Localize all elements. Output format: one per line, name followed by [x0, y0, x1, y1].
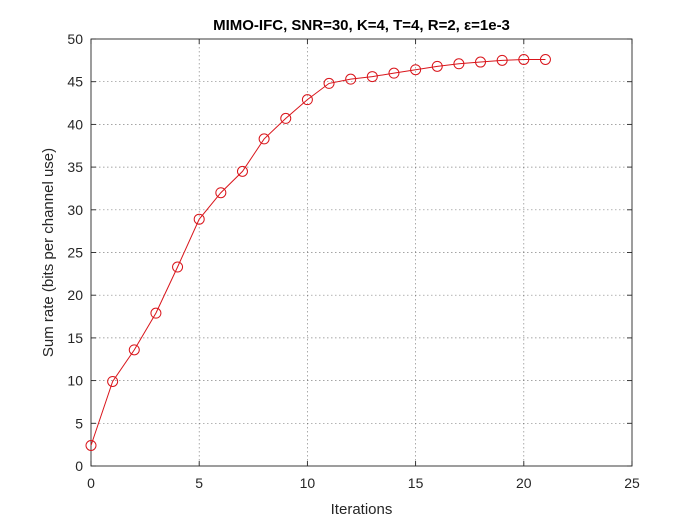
y-axis-label: Sum rate (bits per channel use)	[40, 148, 57, 357]
ticks	[90, 38, 633, 467]
data-point	[388, 67, 400, 79]
data-point	[215, 187, 227, 199]
data-point	[150, 307, 162, 319]
x-axis-label: Iterations	[331, 501, 393, 518]
tick-labels: 0 5 10 15 20 25 0 5 10 15 20 25 30 35 40 45 50	[67, 31, 640, 491]
series-layer	[85, 53, 551, 452]
data-point	[172, 261, 184, 273]
x-tick-label: 0	[87, 475, 95, 491]
data-point	[475, 56, 487, 68]
data-point	[366, 71, 378, 83]
y-tick-label: 45	[67, 74, 83, 90]
data-point	[301, 94, 313, 106]
x-tick-label: 20	[516, 475, 532, 491]
x-tick-label: 10	[300, 475, 316, 491]
data-point	[431, 60, 443, 72]
series-line	[90, 59, 546, 446]
y-tick-label: 20	[67, 287, 83, 303]
y-tick-label: 25	[67, 245, 83, 261]
data-point	[128, 344, 140, 356]
y-tick-label: 40	[67, 116, 83, 132]
data-point	[518, 53, 530, 65]
y-tick-label: 10	[67, 373, 83, 389]
data-point	[345, 73, 357, 85]
y-tick-label: 15	[67, 330, 83, 346]
data-point	[280, 112, 292, 124]
x-tick-label: 25	[624, 475, 640, 491]
x-tick-label: 15	[408, 475, 424, 491]
data-point	[258, 133, 270, 145]
y-tick-label: 5	[75, 415, 83, 431]
data-point	[107, 375, 119, 387]
data-point	[193, 213, 205, 225]
data-point	[236, 165, 248, 177]
data-point	[539, 53, 551, 65]
y-tick-label: 35	[67, 159, 83, 175]
data-point	[323, 77, 335, 89]
y-tick-label: 0	[75, 458, 83, 474]
grid	[91, 39, 632, 466]
data-point	[410, 64, 422, 76]
y-tick-label: 30	[67, 202, 83, 218]
data-point	[85, 440, 97, 452]
y-tick-label: 50	[67, 31, 83, 47]
data-point	[453, 58, 465, 70]
data-point	[496, 54, 508, 66]
x-tick-label: 5	[195, 475, 203, 491]
chart-title: MIMO-IFC, SNR=30, K=4, T=4, R=2, ε=1e-3	[213, 17, 510, 34]
